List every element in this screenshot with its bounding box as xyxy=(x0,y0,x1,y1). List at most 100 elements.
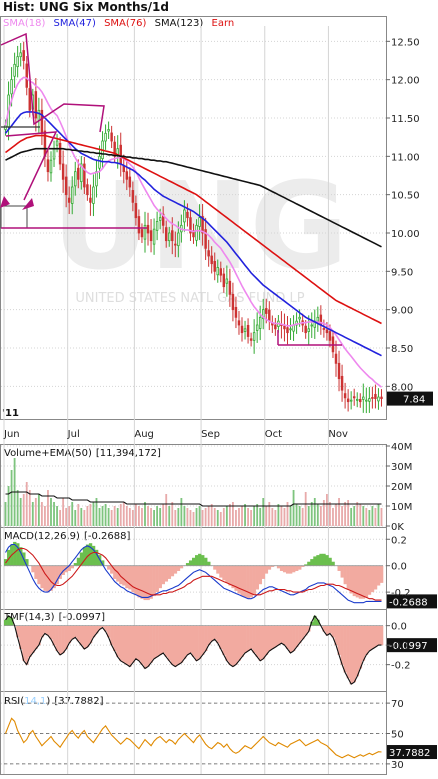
price-candle-body xyxy=(52,148,56,160)
tmf-area-segment xyxy=(195,625,199,661)
volume-bar xyxy=(16,490,19,526)
rsi-tick-label: 30 xyxy=(391,760,404,771)
volume-bar xyxy=(25,482,28,526)
price-candle-body xyxy=(143,224,147,240)
volume-bar xyxy=(128,508,131,526)
volume-bar xyxy=(22,494,25,526)
tmf-area-segment xyxy=(64,625,68,650)
volume-bar xyxy=(150,508,152,526)
price-candle-body xyxy=(16,56,19,68)
macd-area-segment xyxy=(188,560,193,566)
price-candle-body xyxy=(340,375,344,391)
volume-label: Volume+EMA(50) [11,394,172] xyxy=(4,448,161,459)
volume-bar xyxy=(341,506,343,526)
price-candle-body xyxy=(149,230,153,242)
rsi-current-tag xyxy=(387,745,437,760)
volume-bar xyxy=(125,506,128,526)
tmf-area-segment xyxy=(346,625,350,679)
volume-bar xyxy=(86,506,89,526)
tmf-area-segment xyxy=(43,625,47,634)
tmf-area-segment xyxy=(201,625,205,655)
tmf-area-segment xyxy=(343,625,347,673)
chart-legend: SMA(18) SMA(47) SMA(76) SMA(123) Earn xyxy=(3,18,234,29)
macd-area-segment xyxy=(261,565,266,579)
price-candle-body xyxy=(89,197,92,203)
tmf-area-segment xyxy=(285,625,290,650)
macd-area-segment xyxy=(204,557,208,566)
tmf-area-segment xyxy=(149,625,153,663)
price-candle-body xyxy=(70,186,74,204)
volume-bar xyxy=(271,508,274,526)
macd-area-segment xyxy=(246,565,250,599)
price-sma-line-3 xyxy=(5,134,382,325)
volume-label-value: [11,394,172] xyxy=(96,448,161,459)
volume-bar xyxy=(304,492,307,526)
volume-bar xyxy=(122,502,125,526)
tmf-area-segment xyxy=(61,625,65,653)
volume-bar xyxy=(338,498,340,526)
rsi-label-name: RSI( xyxy=(4,696,24,707)
volume-bar xyxy=(68,506,71,526)
tmf-area-segment xyxy=(349,625,353,685)
macd-area-segment xyxy=(373,565,378,590)
tmf-area-segment xyxy=(76,625,81,642)
tmf-area-segment xyxy=(134,625,138,659)
macd-area-segment xyxy=(282,565,287,573)
legend-earn: Earn xyxy=(212,18,235,29)
price-tick-label: 10.00 xyxy=(391,229,420,240)
tmf-area-segment xyxy=(361,625,366,661)
price-candle-body xyxy=(237,320,241,326)
price-candle-body xyxy=(13,63,16,77)
macd-area-segment xyxy=(58,565,62,579)
macd-area-segment xyxy=(161,565,165,585)
tmf-area-segment xyxy=(246,625,250,651)
macd-area-segment xyxy=(152,565,156,597)
tmf-area-segment xyxy=(67,625,72,644)
price-candle-body xyxy=(371,397,374,399)
price-candle-body xyxy=(268,309,271,322)
price-candle-body xyxy=(186,211,189,219)
tmf-area-segment xyxy=(237,625,241,661)
macd-area-segment xyxy=(228,565,232,586)
price-candle-body xyxy=(67,197,71,203)
legend-sma-18: SMA(18) xyxy=(3,18,45,29)
volume-tick-label: 10M xyxy=(391,502,412,513)
macd-area-segment xyxy=(85,544,90,566)
macd-area-segment xyxy=(198,553,202,566)
macd-area-segment xyxy=(304,564,308,566)
price-candle-body xyxy=(86,184,89,196)
macd-area-segment xyxy=(149,565,153,599)
price-candle-body xyxy=(25,63,28,88)
macd-label-name: MACD(12,26,9) xyxy=(4,531,80,542)
price-tick-label: 12.50 xyxy=(391,37,420,48)
volume-bar xyxy=(80,508,83,526)
tmf-area-segment xyxy=(331,625,335,638)
macd-area-segment xyxy=(234,565,238,591)
price-candle-body xyxy=(104,132,107,142)
tmf-label: TMF(14,3) [-0.0997] xyxy=(3,612,105,623)
macd-area-segment xyxy=(346,565,350,590)
macd-area-segment xyxy=(249,565,253,598)
macd-area-segment xyxy=(146,565,150,601)
price-candle-body xyxy=(377,396,380,402)
volume-bar xyxy=(277,504,280,526)
macd-area-segment xyxy=(40,565,44,589)
volume-bar xyxy=(40,502,43,526)
macd-area-segment xyxy=(155,565,159,593)
tmf-area-segment xyxy=(295,625,299,648)
macd-area-segment xyxy=(13,541,17,566)
price-candle-body xyxy=(164,227,168,242)
macd-area-segment xyxy=(313,556,317,566)
volume-bar xyxy=(107,508,110,526)
tmf-area-segment xyxy=(313,615,317,626)
volume-bar xyxy=(301,508,304,526)
legend-sma-47: SMA(47) xyxy=(54,18,96,29)
tmf-area-segment xyxy=(352,625,357,683)
macd-area-segment xyxy=(319,553,323,566)
macd-area-segment xyxy=(185,563,190,566)
volume-bar xyxy=(65,508,68,526)
month-label-sep: Sep xyxy=(201,429,220,440)
price-candle-body xyxy=(298,316,301,320)
